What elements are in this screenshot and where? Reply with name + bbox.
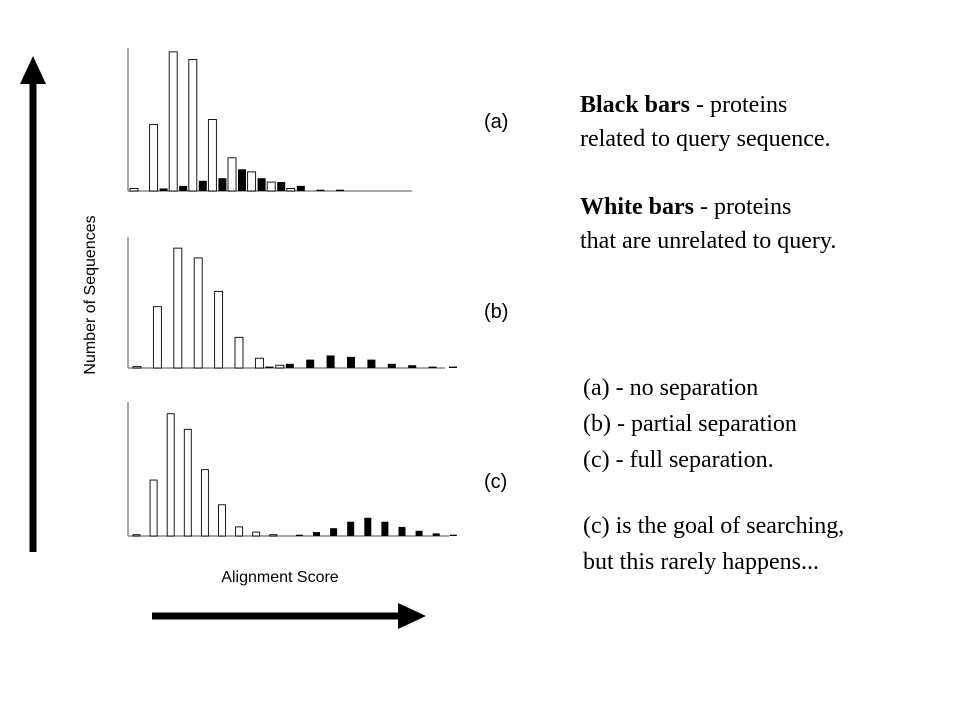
- bar-legend: Black bars - proteins related to query s…: [580, 88, 950, 258]
- panel-2: (c): [127, 402, 507, 537]
- legend-black-text-1: - proteins: [690, 92, 788, 118]
- black-bar: [198, 180, 207, 191]
- black-bar: [296, 185, 305, 191]
- panel-0: (a): [127, 48, 508, 192]
- white-bar: [132, 366, 142, 369]
- legend-white: White bars - proteins: [580, 190, 950, 224]
- white-bar: [173, 247, 183, 369]
- white-bar: [168, 51, 178, 192]
- legend-black-term: Black bars: [580, 92, 691, 118]
- white-bar: [166, 413, 175, 537]
- white-bar: [207, 119, 217, 192]
- note-b: (b) - partial separation: [583, 411, 797, 437]
- white-bar: [183, 428, 192, 537]
- separation-notes: (a) - no separation (b) - partial separa…: [583, 370, 953, 580]
- panel-label: (c): [484, 471, 507, 493]
- y-axis-title: Number of Sequences: [82, 215, 99, 374]
- black-bar: [336, 189, 344, 191]
- legend-black: Black bars - proteins: [580, 88, 950, 122]
- black-bar: [428, 366, 437, 368]
- white-bar: [214, 290, 224, 369]
- black-bar: [313, 532, 320, 536]
- white-bar: [247, 171, 257, 192]
- panel-label: (b): [484, 301, 508, 323]
- black-bar: [432, 533, 440, 536]
- y-arrow: [20, 56, 46, 552]
- black-bar: [367, 359, 376, 368]
- black-bar: [218, 178, 227, 191]
- legend-white-text-1: - proteins: [694, 194, 792, 220]
- black-bar: [285, 363, 294, 368]
- x-arrow: [152, 603, 426, 629]
- white-bar: [275, 364, 285, 369]
- legend-white-term: White bars: [580, 194, 694, 220]
- note-goal-1: (c) is the goal of searching,: [583, 513, 845, 539]
- black-bar: [364, 517, 372, 536]
- black-bar: [330, 528, 338, 536]
- white-bar: [269, 534, 278, 537]
- white-bar: [234, 336, 244, 369]
- black-bar: [408, 365, 417, 368]
- black-bar: [316, 189, 325, 191]
- white-bar: [188, 59, 198, 192]
- black-bar: [159, 188, 168, 191]
- white-bar: [200, 469, 209, 537]
- black-bar: [387, 363, 396, 368]
- white-bar: [227, 157, 237, 192]
- white-bar: [235, 526, 244, 537]
- black-bar: [449, 534, 457, 536]
- white-bar: [218, 504, 226, 537]
- white-bar: [266, 181, 276, 192]
- note-goal-2: but this rarely happens...: [583, 549, 819, 575]
- legend-white-line-2: that are unrelated to query.: [580, 228, 837, 254]
- black-bar: [398, 526, 406, 536]
- white-bar: [152, 306, 162, 369]
- black-bar: [449, 366, 457, 368]
- black-bar: [179, 185, 188, 191]
- black-bar: [306, 359, 315, 368]
- black-bar: [295, 534, 303, 536]
- black-bar: [347, 356, 355, 368]
- legend-black-line-2: related to query sequence.: [580, 126, 831, 152]
- note-c: (c) - full separation.: [583, 447, 774, 473]
- black-bar: [347, 521, 355, 536]
- white-bar: [252, 531, 261, 537]
- black-bar: [381, 521, 389, 536]
- panel-1: (b): [127, 237, 508, 369]
- black-bar: [257, 178, 266, 191]
- white-bar: [193, 257, 203, 369]
- note-a: (a) - no separation: [583, 375, 759, 401]
- black-bar: [415, 530, 423, 536]
- x-axis-title: Alignment Score: [221, 569, 338, 586]
- white-bar: [132, 534, 141, 537]
- white-bar: [149, 124, 159, 192]
- histogram-panels: (a) (b) (c): [127, 48, 508, 537]
- white-bar: [254, 357, 264, 369]
- white-bar: [149, 479, 158, 537]
- black-bar: [238, 169, 246, 191]
- panel-label: (a): [484, 111, 508, 133]
- black-bar: [326, 355, 335, 368]
- white-bar: [129, 187, 139, 192]
- black-bar: [265, 366, 274, 368]
- white-bar: [286, 187, 296, 192]
- black-bar: [277, 182, 286, 191]
